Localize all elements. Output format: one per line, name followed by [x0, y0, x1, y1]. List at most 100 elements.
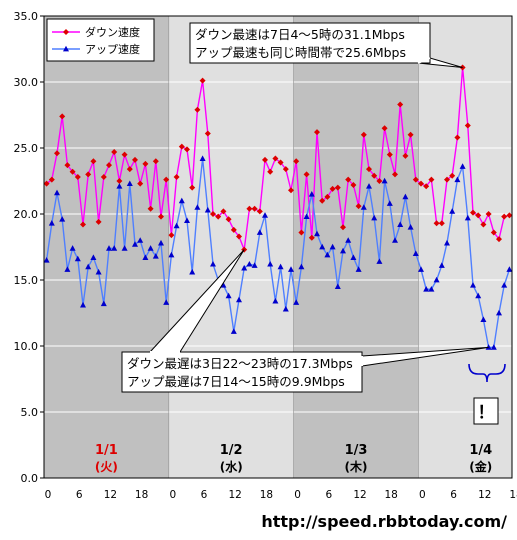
- data-point: [277, 159, 284, 166]
- day-labels: 1/1(火)1/2(水)1/3(木)1/4(金)1/5(土)1/6(日)1/7(…: [95, 443, 492, 474]
- y-tick-label: 25.0: [14, 142, 39, 155]
- day-weekday-label: (火): [95, 460, 118, 474]
- data-point: [189, 268, 196, 275]
- data-point: [475, 212, 482, 219]
- data-point: [80, 221, 86, 228]
- data-point: [340, 247, 346, 254]
- data-point: [48, 176, 55, 183]
- data-point: [428, 176, 435, 183]
- data-point: [480, 316, 487, 322]
- y-tick-label: 15.0: [14, 274, 39, 287]
- data-point: [329, 185, 336, 192]
- x-tick-label: 12: [104, 489, 117, 501]
- data-point: [376, 258, 383, 264]
- data-point: [423, 183, 430, 190]
- annotation-fastest-box: [189, 22, 431, 64]
- data-point: [90, 254, 97, 260]
- data-point: [225, 292, 232, 299]
- data-point: [142, 254, 149, 260]
- data-point: [334, 283, 341, 289]
- data-point: [85, 263, 92, 270]
- x-tick-label: 0: [294, 489, 301, 501]
- data-point: [267, 260, 274, 267]
- x-tick-label: 0: [419, 489, 426, 501]
- data-point: [501, 213, 508, 220]
- data-point: [246, 205, 253, 212]
- data-point: [433, 220, 440, 227]
- data-point: [319, 197, 326, 204]
- data-point: [158, 213, 164, 220]
- day-band: [168, 16, 294, 478]
- data-point: [386, 200, 393, 206]
- data-point: [194, 204, 201, 210]
- data-point: [454, 176, 461, 183]
- data-point: [360, 204, 367, 210]
- data-point: [340, 224, 346, 231]
- x-tick-label: 18: [260, 489, 273, 501]
- data-point: [407, 131, 414, 138]
- data-point: [210, 260, 216, 267]
- brace-icon: [468, 363, 506, 383]
- data-point: [288, 266, 294, 272]
- x-tick-label: 12: [353, 489, 366, 501]
- data-point: [423, 286, 430, 292]
- data-point: [428, 286, 435, 292]
- data-point: [241, 264, 248, 271]
- day-weekday-label: (金): [469, 459, 492, 474]
- data-point: [470, 282, 476, 288]
- annotation-slowest-line1: ダウン最遅は3日22～23時の17.3Mbps: [127, 356, 353, 371]
- data-point: [54, 189, 60, 196]
- annotations: ダウン最速は7日4～5時の31.1Mbps アップ最速も同じ時間帯で25.6Mbp…: [121, 22, 506, 425]
- x-tick-label: 0: [45, 489, 52, 501]
- x-tick-label: 18: [135, 489, 148, 501]
- x-tick-label: 6: [325, 489, 332, 501]
- data-point: [392, 237, 398, 243]
- data-point: [163, 299, 170, 305]
- data-point: [345, 176, 352, 183]
- x-tick-label: 18: [385, 489, 398, 501]
- data-point: [106, 162, 112, 169]
- data-point: [314, 230, 320, 237]
- data-point: [95, 218, 102, 225]
- data-point: [381, 125, 388, 132]
- data-point: [282, 166, 289, 173]
- x-axis-ticks: 0612180612180612180612180612180612180612…: [45, 489, 517, 501]
- data-point: [59, 216, 66, 222]
- data-point: [506, 266, 513, 272]
- plot-border: [43, 15, 513, 479]
- data-point: [43, 180, 50, 187]
- data-point: [444, 176, 450, 183]
- data-point: [230, 328, 237, 334]
- data-point: [506, 212, 513, 219]
- y-tick-label: 0.0: [21, 472, 39, 485]
- data-point: [272, 297, 279, 304]
- data-point: [392, 171, 398, 178]
- data-point: [475, 292, 482, 299]
- data-point: [355, 203, 362, 210]
- y-tick-label: 5.0: [21, 406, 39, 419]
- data-point: [407, 224, 414, 230]
- legend-marker: [63, 45, 69, 52]
- data-point: [48, 220, 55, 226]
- data-point: [69, 168, 76, 175]
- data-point: [147, 205, 154, 212]
- data-point: [412, 176, 419, 183]
- data-point: [397, 221, 404, 227]
- exclamation-mark: ！: [478, 403, 495, 423]
- y-tick-label: 20.0: [14, 208, 39, 221]
- data-point: [256, 208, 263, 215]
- legend-label: ダウン速度: [85, 25, 140, 39]
- data-point: [314, 129, 320, 136]
- data-point: [236, 296, 242, 303]
- data-point: [95, 268, 102, 275]
- data-point: [220, 208, 227, 215]
- data-point: [137, 180, 144, 187]
- day-date-label: 1/1: [95, 443, 118, 458]
- annotation-fastest-line2: アップ最速も同じ時間帯で25.6Mbps: [195, 45, 406, 60]
- data-point: [194, 106, 201, 113]
- data-point: [350, 181, 357, 188]
- x-tick-label: 12: [229, 489, 242, 501]
- data-point: [168, 251, 175, 258]
- data-point: [438, 262, 445, 268]
- y-tick-label: 10.0: [14, 340, 39, 353]
